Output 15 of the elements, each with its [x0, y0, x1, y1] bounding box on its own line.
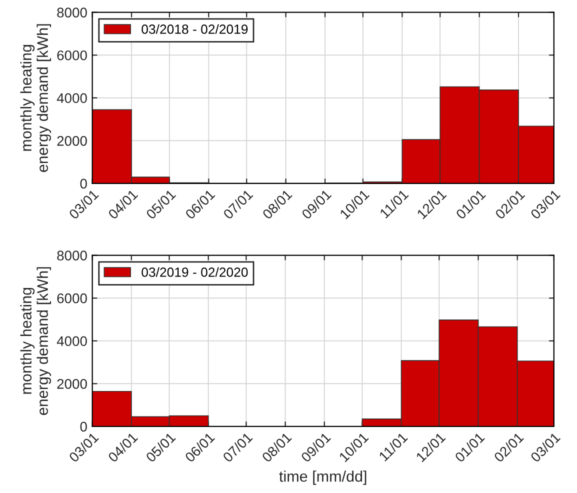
y-tick-label: 0	[80, 422, 87, 432]
y-tick-label: 8000	[57, 8, 87, 18]
y-tick-label: 2000	[57, 136, 87, 146]
y-tick-label: 4000	[56, 93, 87, 104]
y-tick-label: 4000	[56, 336, 87, 346]
legend-label: 03/2019 - 02/2020	[142, 267, 248, 277]
y-tick-label: 8000	[57, 250, 87, 260]
y-tick-label: 6000	[57, 293, 87, 304]
legend-label: 03/2018 - 02/2019	[142, 24, 248, 34]
y-axis-title: monthly heating energy demand [kWh]	[20, 24, 52, 172]
y-tick-label: 2000	[57, 379, 87, 389]
y-axis-title: monthly heating energy demand [kWh]	[20, 267, 52, 415]
y-tick-label: 0	[80, 178, 87, 189]
x-axis-title: time [mm/dd]	[279, 470, 366, 485]
y-tick-label: 6000	[57, 50, 87, 60]
